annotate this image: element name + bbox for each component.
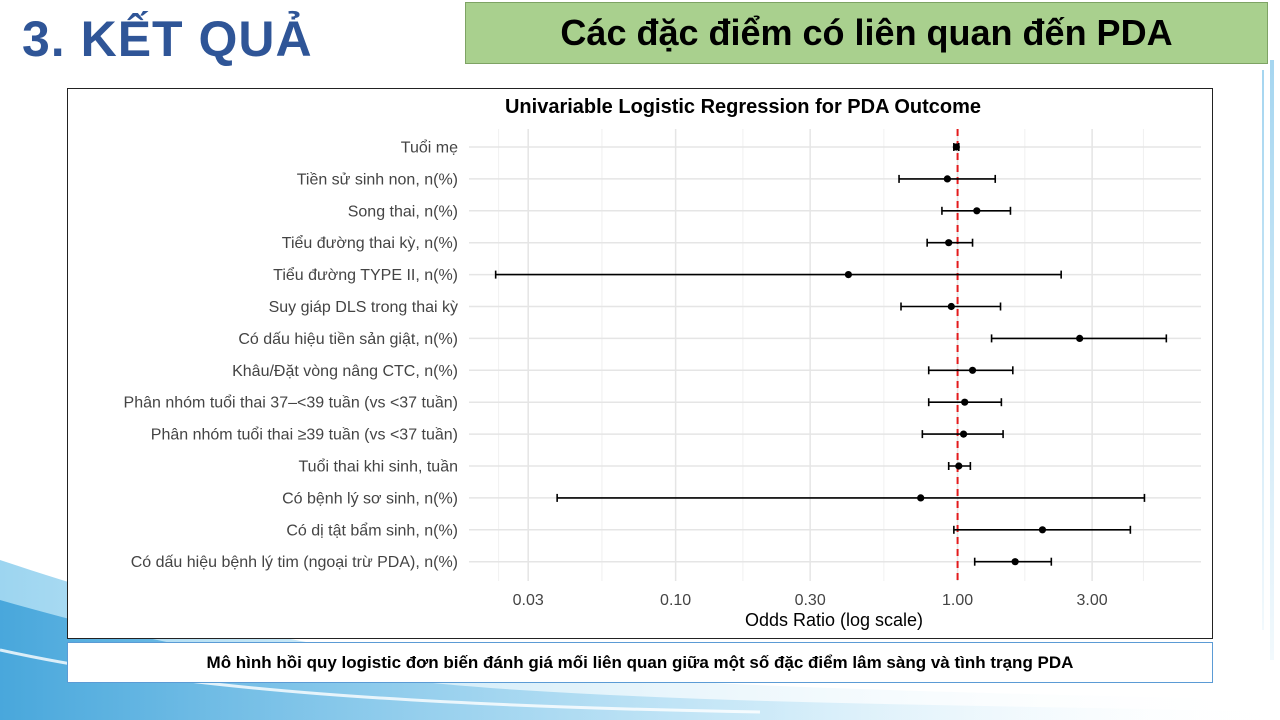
row-label: Tiền sử sinh non, n(%): [297, 171, 458, 188]
x-tick-label: 0.03: [513, 592, 544, 609]
forest-plot: Tuổi mẹ Tiền sử sinh non, n(%) Song thai, …: [124, 96, 1201, 630]
forest-plot-figure: Tuổi mẹ Tiền sử sinh non, n(%) Song thai, …: [67, 88, 1213, 639]
odds-ratio-point: [959, 430, 968, 438]
odds-ratio-point: [968, 366, 977, 374]
odds-ratio-point: [1011, 558, 1019, 566]
x-axis-label: Odds Ratio (log scale): [745, 610, 923, 630]
row-label: Tuổi thai khi sinh, tuần: [299, 458, 459, 476]
x-tick-label: 0.10: [660, 592, 691, 609]
grid-lines: [469, 129, 1201, 581]
x-tick-label: 3.00: [1077, 592, 1108, 609]
odds-ratio-point: [844, 271, 853, 279]
odds-ratio-point: [955, 462, 963, 470]
row-label: Tiểu đường TYPE II, n(%): [273, 266, 458, 284]
row-label: Có bệnh lý sơ sinh, n(%): [282, 490, 458, 507]
odds-ratio-point: [917, 494, 925, 502]
figure-caption: Mô hình hồi quy logistic đơn biến đánh g…: [67, 642, 1213, 683]
x-tick-label: 1.00: [942, 592, 973, 609]
row-label: Suy giáp DLS trong thai kỳ: [269, 299, 458, 316]
odds-ratio-point: [961, 398, 969, 406]
x-tick-label: 0.30: [795, 592, 826, 609]
row-label: Có dấu hiệu bệnh lý tim (ngoại trừ PDA),…: [131, 554, 458, 571]
forest-rows: Tuổi mẹ Tiền sử sinh non, n(%) Song thai, …: [124, 139, 1168, 571]
row-label: Song thai, n(%): [348, 203, 458, 220]
odds-ratio-point: [943, 175, 951, 183]
odds-ratio-point: [952, 143, 960, 151]
slide-header: Các đặc điểm có liên quan đến PDA: [465, 2, 1268, 64]
row-label: Tiểu đường thai kỳ, n(%): [282, 234, 458, 252]
row-label: Có dị tật bẩm sinh, n(%): [286, 521, 458, 539]
odds-ratio-point: [945, 239, 953, 247]
row-label: Có dấu hiệu tiền sản giật, n(%): [238, 331, 458, 348]
row-label: Phân nhóm tuổi thai ≥39 tuần (vs <37 tuầ…: [151, 426, 458, 444]
row-label: Khâu/Đặt vòng nâng CTC, n(%): [232, 363, 458, 380]
chart-title: Univariable Logistic Regression for PDA …: [505, 96, 981, 118]
row-label: Phân nhóm tuổi thai 37–<39 tuần (vs <37 …: [124, 394, 458, 412]
odds-ratio-point: [1076, 334, 1084, 342]
odds-ratio-point: [1038, 526, 1047, 534]
section-title: 3. KẾT QUẢ: [22, 11, 313, 67]
odds-ratio-point: [973, 207, 981, 215]
x-axis: 0.03 0.10 0.30 1.00 3.00: [513, 592, 1108, 609]
odds-ratio-point: [947, 302, 955, 311]
row-label: Tuổi mẹ: [401, 139, 458, 157]
